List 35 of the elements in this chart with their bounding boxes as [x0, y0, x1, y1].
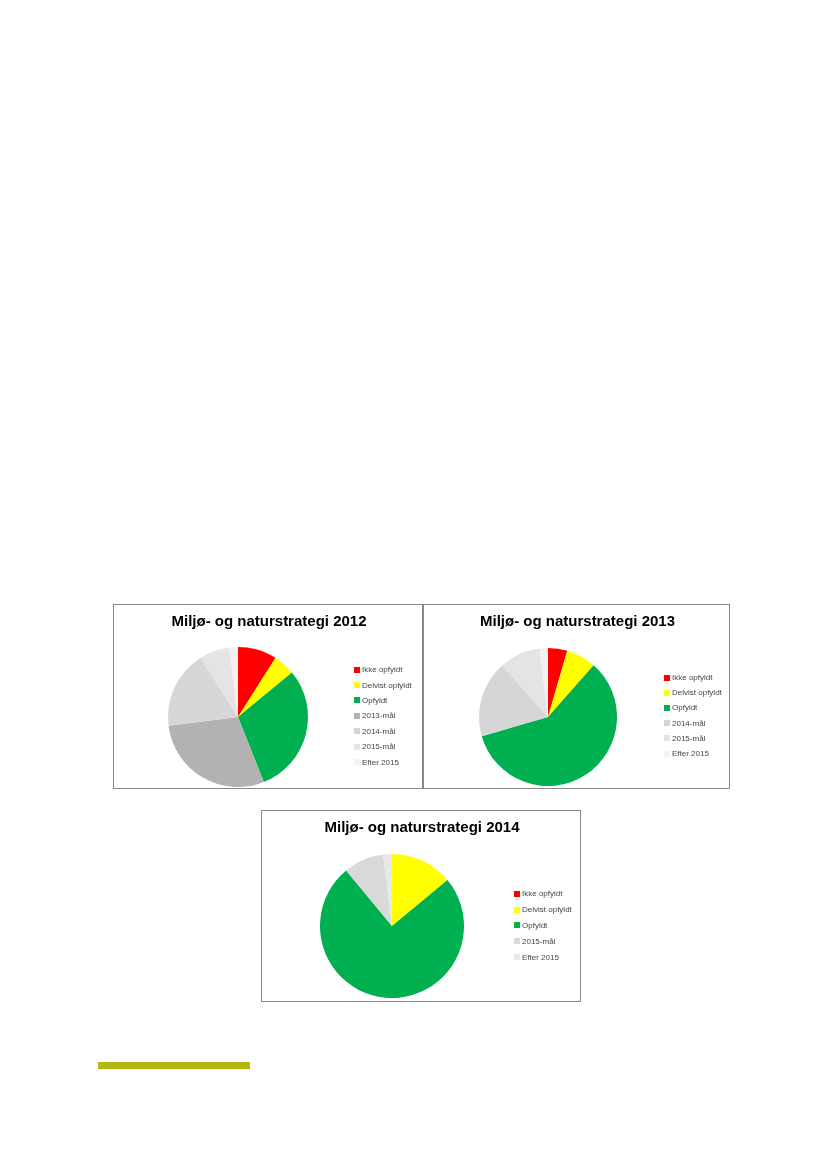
legend-label: Efter 2015 [672, 749, 709, 759]
pie-slice [320, 870, 464, 998]
legend-label: Opfyldt [522, 920, 548, 930]
chart-title: Miljø- og naturstrategi 2014 [323, 818, 521, 835]
legend-label: Efter 2015 [362, 757, 399, 767]
legend-label: Delvist opfyldt [362, 680, 412, 690]
pie-slice [502, 648, 548, 717]
pie-slice [168, 717, 264, 787]
chart-title: Miljø- og naturstrategi 2013 [478, 612, 676, 629]
legend-label: Ikke opfyldt [522, 889, 563, 899]
legend-label: 2014-mål [672, 718, 706, 728]
pie-slice [481, 665, 617, 786]
pie-slice [479, 665, 548, 737]
chart-title: Miljø- og naturstrategi 2012 [170, 612, 368, 629]
pie-slice [168, 657, 238, 726]
pie-slice [238, 657, 292, 717]
legend-label: Delvist opfyldt [522, 905, 572, 915]
legend-label: Opfyldt [362, 695, 388, 705]
legend-label: Opfyldt [672, 703, 698, 713]
legend-label: 2015-mål [672, 733, 706, 743]
legend-label: Ikke opfyldt [672, 673, 713, 683]
pie-slice [392, 854, 448, 926]
legend-label: 2014-mål [362, 726, 396, 736]
legend-label: 2013-mål [362, 711, 396, 721]
legend-label: 2015-mål [522, 936, 556, 946]
legend-label: Ikke opfyldt [362, 665, 403, 675]
pie-slice [200, 647, 238, 717]
legend-label: Delvist opfyldt [672, 688, 722, 698]
pie-slice [346, 854, 392, 926]
pie-slice [238, 672, 308, 783]
legend-label: 2015-mål [362, 742, 396, 752]
pie-slice [548, 650, 594, 717]
pie-slice [548, 648, 568, 717]
pie-slice [238, 647, 276, 717]
legend-label: Efter 2015 [522, 952, 559, 962]
